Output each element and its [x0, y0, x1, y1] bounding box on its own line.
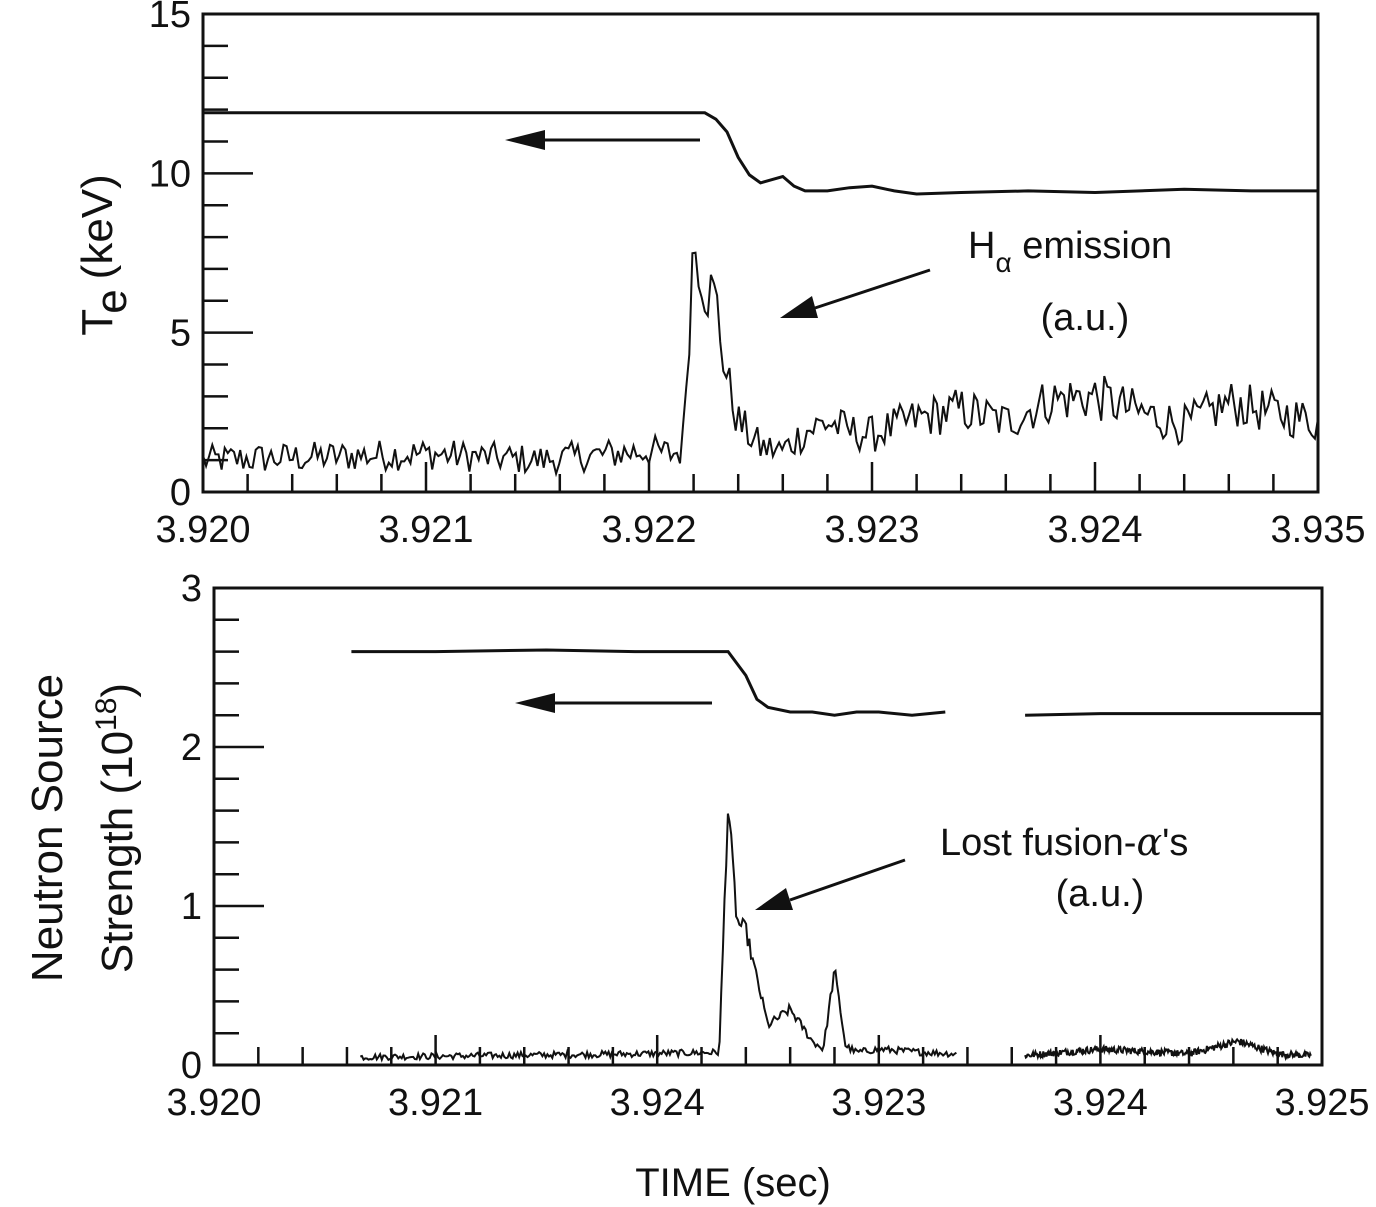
x-tick-label: 3.924 — [610, 1082, 705, 1124]
lost-alpha-annotation-unit: (a.u.) — [1056, 873, 1145, 915]
top-te-arrow — [505, 130, 700, 150]
top-series-1 — [202, 251, 1319, 478]
y-tick-label: 0 — [181, 1045, 202, 1087]
bottom-series-0 — [1025, 712, 1322, 717]
bottom-axis-ticks: 0 1 2 3 3.920 3.921 3.924 3.923 3.924 3.925 — [166, 568, 1369, 1124]
y-tick-label: 10 — [149, 153, 191, 195]
bottom-y-axis-title-line1: Neutron Source — [23, 674, 72, 982]
top-series-group — [202, 111, 1319, 478]
y-tick-label: 0 — [170, 472, 191, 514]
x-tick-label: 3.935 — [1270, 509, 1365, 551]
lost-alpha-annotation-arrow — [755, 858, 906, 910]
bottom-series-1 — [1024, 1037, 1312, 1062]
bottom-series-group — [351, 648, 1322, 1063]
bottom-plot-frame — [212, 586, 1324, 1067]
x-tick-label: 3.921 — [388, 1082, 483, 1124]
lost-alpha-annotation-label: Lost fusion-α's — [940, 820, 1188, 864]
y-tick-label: 15 — [149, 0, 191, 36]
top-plot-frame — [201, 12, 1320, 494]
bottom-neutron-arrow — [515, 693, 712, 713]
y-tick-label: 5 — [170, 313, 191, 355]
y-tick-label: 2 — [181, 727, 202, 769]
halpha-annotation-label: Hα emission — [968, 225, 1172, 278]
top-panel: 0 5 10 15 3.920 3.921 3.922 3.923 3.924 3.935 Hα … — [73, 0, 1366, 551]
x-tick-label: 3.925 — [1274, 1082, 1369, 1124]
y-tick-label: 1 — [181, 886, 202, 928]
x-tick-label: 3.921 — [378, 509, 473, 551]
x-tick-label: 3.923 — [831, 1082, 926, 1124]
bottom-y-axis-title-line2: Strength (1018) — [90, 683, 142, 973]
top-y-axis-title: Te(keV) — [73, 174, 136, 336]
halpha-annotation-unit: (a.u.) — [1041, 297, 1130, 339]
bottom-series-0 — [351, 648, 946, 717]
x-tick-label: 3.920 — [166, 1082, 261, 1124]
y-tick-label: 3 — [181, 568, 202, 610]
x-tick-label: 3.924 — [1053, 1082, 1148, 1124]
x-tick-label: 3.924 — [1047, 509, 1142, 551]
x-axis-title: TIME (sec) — [635, 1161, 831, 1205]
x-tick-label: 3.922 — [601, 509, 696, 551]
halpha-annotation-arrow — [780, 268, 931, 318]
x-tick-label: 3.920 — [155, 509, 250, 551]
bottom-series-1 — [359, 813, 957, 1063]
x-tick-label: 3.923 — [824, 509, 919, 551]
top-axis-ticks: 0 5 10 15 3.920 3.921 3.922 3.923 3.924 3.935 — [149, 0, 1366, 551]
top-series-0 — [203, 111, 1318, 196]
bottom-panel: 0 1 2 3 3.920 3.921 3.924 3.923 3.924 3.925 Lost … — [23, 568, 1370, 1205]
